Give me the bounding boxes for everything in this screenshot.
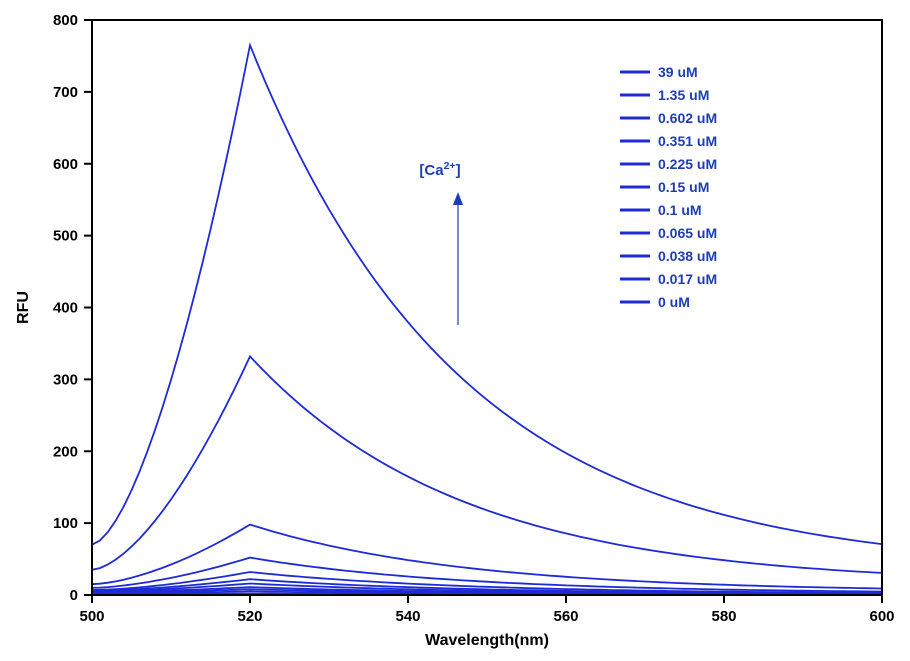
chart-background	[0, 0, 910, 661]
x-tick-label: 600	[869, 608, 894, 625]
legend-label: 39 uM	[658, 64, 698, 80]
legend-label: 0 uM	[658, 294, 690, 310]
y-tick-label: 800	[53, 12, 78, 29]
x-tick-label: 580	[711, 608, 736, 625]
x-axis-label: Wavelength(nm)	[425, 632, 549, 649]
y-tick-label: 700	[53, 84, 78, 101]
y-tick-label: 600	[53, 156, 78, 173]
legend-label: 0.602 uM	[658, 110, 717, 126]
y-tick-label: 400	[53, 300, 78, 317]
legend-label: 0.065 uM	[658, 225, 717, 241]
y-axis-label: RFU	[15, 291, 32, 324]
x-tick-label: 500	[79, 608, 104, 625]
legend-label: 0.1 uM	[658, 202, 702, 218]
y-tick-label: 100	[53, 515, 78, 532]
legend-label: 0.017 uM	[658, 271, 717, 287]
legend-label: 0.038 uM	[658, 248, 717, 264]
y-tick-label: 0	[70, 587, 78, 604]
legend-label: 0.351 uM	[658, 133, 717, 149]
x-tick-label: 560	[553, 608, 578, 625]
x-tick-label: 540	[395, 608, 420, 625]
y-tick-label: 200	[53, 443, 78, 460]
legend-label: 1.35 uM	[658, 87, 709, 103]
x-tick-label: 520	[237, 608, 262, 625]
legend-label: 0.225 uM	[658, 156, 717, 172]
fluorescence-spectrum-chart: 0 100 200 300 400 500 600 700 800 500 520 540 560 580…	[0, 0, 910, 661]
y-tick-label: 300	[53, 371, 78, 388]
legend-label: 0.15 uM	[658, 179, 709, 195]
y-tick-label: 500	[53, 228, 78, 245]
